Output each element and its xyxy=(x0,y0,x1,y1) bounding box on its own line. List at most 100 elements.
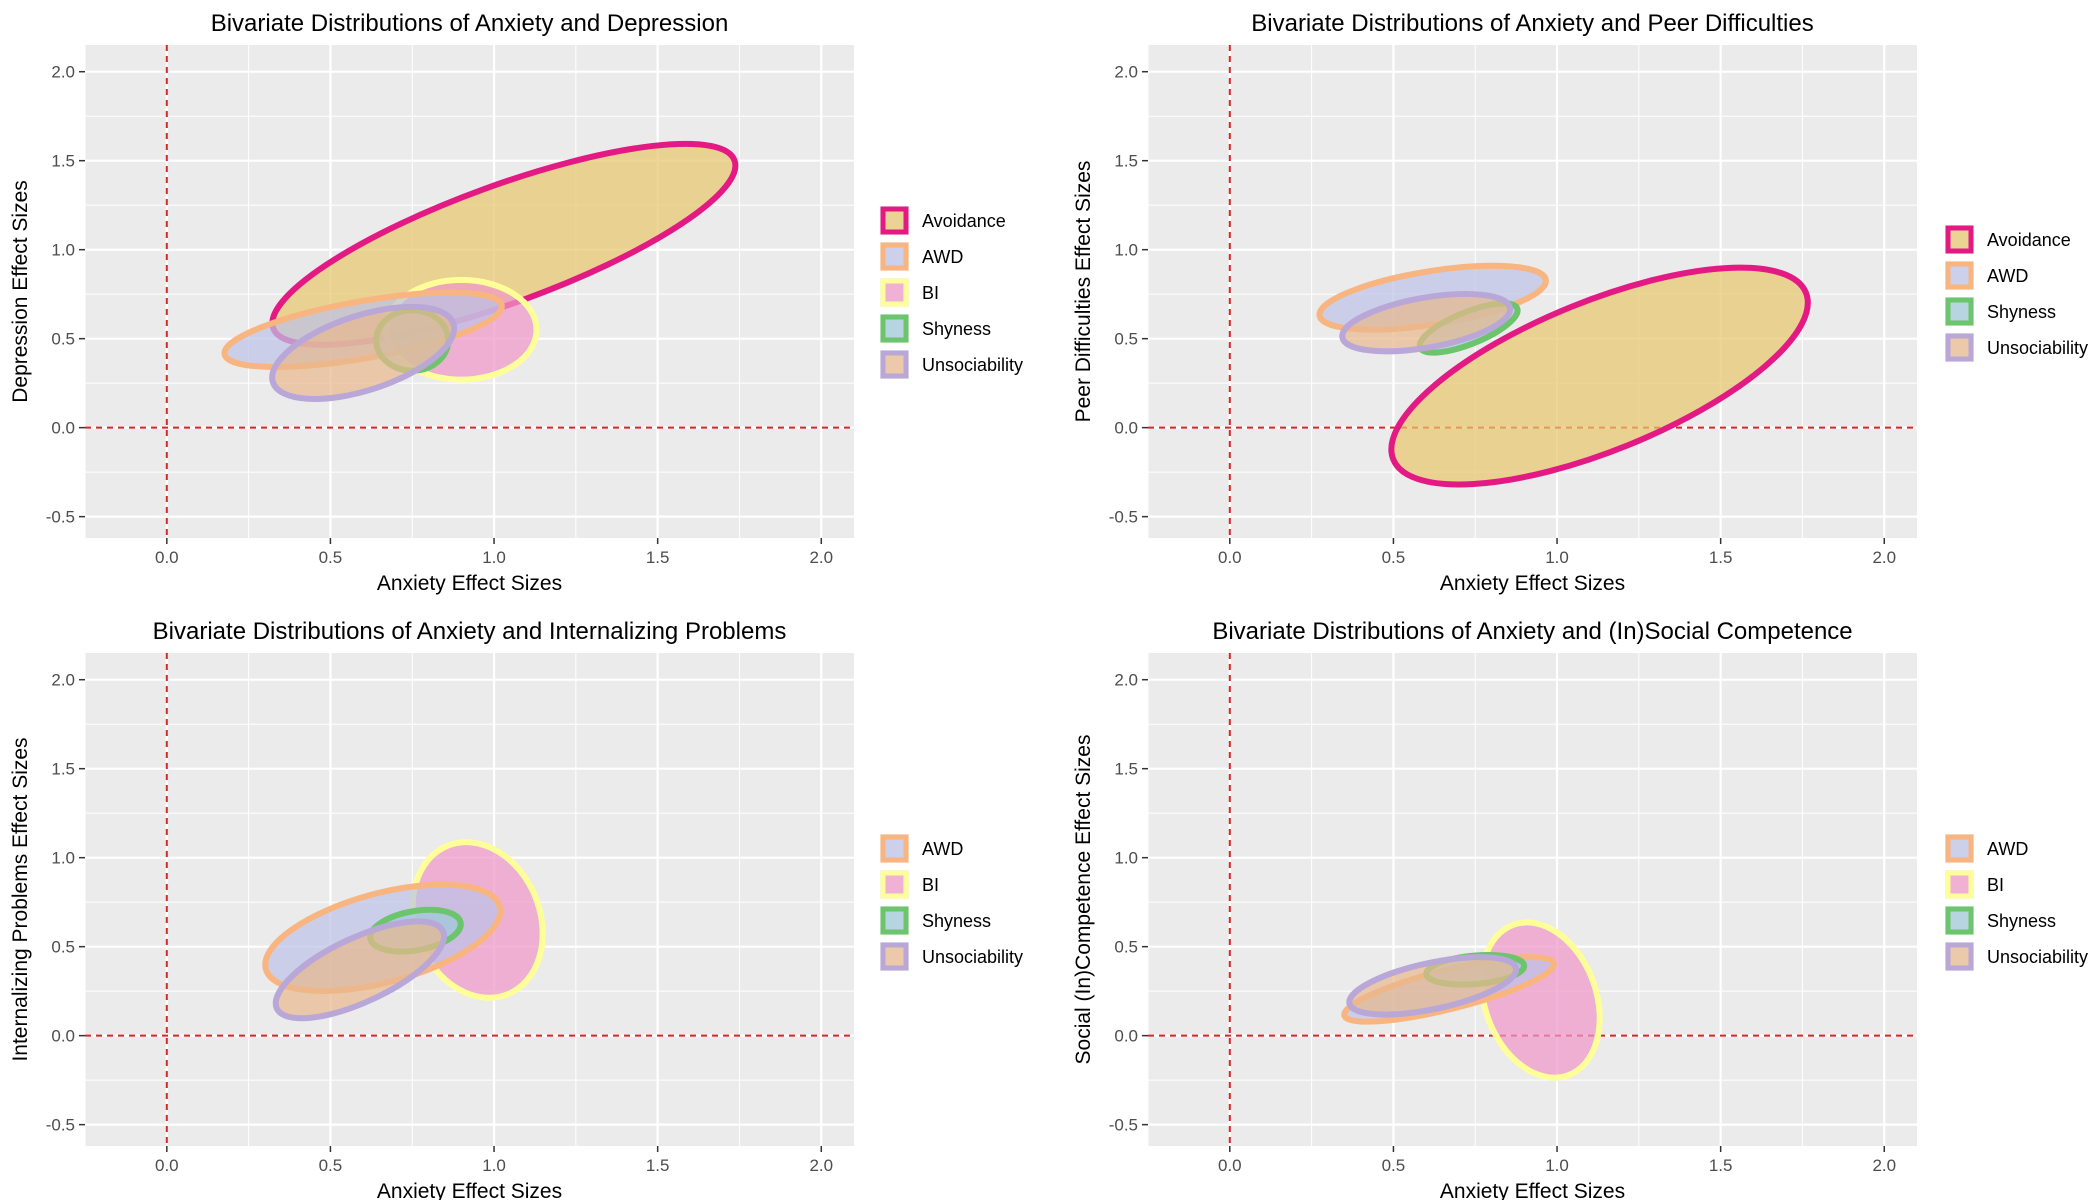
x-tick-label: 1.5 xyxy=(646,548,670,567)
y-axis-ticks: -0.5 0.0 0.5 1.0 1.5 2.0 xyxy=(1109,671,1148,1135)
legend-item-unsociability: Unsociability xyxy=(880,942,1023,971)
legend: Avoidance AWD Shyness Unsociability xyxy=(1945,225,2088,362)
y-tick-label: 0.5 xyxy=(1114,330,1138,349)
panel-anxiety-internalizing-problems: 0.0 0.5 1.0 1.5 2.0 -0.5 0.0 0.5 1.0 1.5 2.0 Biva… xyxy=(9,618,1023,1200)
legend-label: AWD xyxy=(922,839,963,859)
legend-item-bi: BI xyxy=(880,278,939,307)
chart-title: Bivariate Distributions of Anxiety and (… xyxy=(1212,618,1852,645)
x-axis-ticks: 0.0 0.5 1.0 1.5 2.0 xyxy=(155,538,833,567)
legend-label: Unsociability xyxy=(1987,947,2088,967)
legend-item-avoidance: Avoidance xyxy=(880,206,1006,235)
panel-anxiety-peer-difficulties: 0.0 0.5 1.0 1.5 2.0 -0.5 0.0 0.5 1.0 1.5 2.0 Biva… xyxy=(1072,10,2088,595)
y-tick-label: 0.5 xyxy=(1114,938,1138,957)
y-tick-label: 1.5 xyxy=(51,760,75,779)
legend: AWD BI Shyness Unsociability xyxy=(1945,834,2088,971)
legend-item-awd: AWD xyxy=(880,834,963,863)
y-tick-label: -0.5 xyxy=(46,1116,75,1135)
ellipses xyxy=(221,140,739,402)
y-tick-label: -0.5 xyxy=(1109,1116,1138,1135)
x-axis-title: Anxiety Effect Sizes xyxy=(1440,1180,1625,1200)
legend-item-unsociability: Unsociability xyxy=(1945,942,2088,971)
x-tick-label: 1.0 xyxy=(482,1156,506,1175)
legend-label: Unsociability xyxy=(922,355,1023,375)
y-tick-label: 0.5 xyxy=(51,330,75,349)
legend-swatch-shyness xyxy=(880,314,909,343)
legend-item-shyness: Shyness xyxy=(1945,906,2056,935)
legend-label: Avoidance xyxy=(922,211,1006,231)
legend-item-shyness: Shyness xyxy=(880,314,991,343)
chart-title: Bivariate Distributions of Anxiety and I… xyxy=(153,618,787,645)
legend-label: BI xyxy=(922,875,939,895)
x-tick-label: 0.5 xyxy=(319,1156,343,1175)
y-tick-label: 0.0 xyxy=(51,419,75,438)
legend-label: Shyness xyxy=(922,911,991,931)
legend-swatch-awd xyxy=(880,242,909,271)
y-axis-ticks: -0.5 0.0 0.5 1.0 1.5 2.0 xyxy=(46,63,85,527)
y-tick-label: 1.0 xyxy=(51,849,75,868)
y-tick-label: 2.0 xyxy=(51,671,75,690)
ellipse-unsociability xyxy=(269,303,458,402)
x-tick-label: 0.5 xyxy=(1382,548,1406,567)
y-axis-title: Depression Effect Sizes xyxy=(9,180,32,403)
y-tick-label: 0.0 xyxy=(51,1027,75,1046)
legend-swatch-awd xyxy=(1945,834,1974,863)
y-axis-title: Internalizing Problems Effect Sizes xyxy=(9,737,32,1061)
legend-item-unsociability: Unsociability xyxy=(880,350,1023,379)
ellipse-unsociability xyxy=(1346,954,1520,1018)
y-axis-ticks: -0.5 0.0 0.5 1.0 1.5 2.0 xyxy=(1109,63,1148,527)
legend-label: AWD xyxy=(922,247,963,267)
legend-label: Unsociability xyxy=(1987,338,2088,358)
ellipse-unsociability xyxy=(272,918,448,1022)
legend-item-shyness: Shyness xyxy=(880,906,991,935)
legend-label: AWD xyxy=(1987,266,2028,286)
y-tick-label: 1.0 xyxy=(1114,241,1138,260)
x-axis-ticks: 0.0 0.5 1.0 1.5 2.0 xyxy=(1218,538,1896,567)
legend-swatch-avoidance xyxy=(880,206,909,235)
ellipses xyxy=(1341,919,1603,1081)
panel-anxiety-depression: 0.0 0.5 1.0 1.5 2.0 -0.5 0.0 0.5 1.0 1.5 2.0 Biva… xyxy=(9,10,1023,595)
legend-swatch-shyness xyxy=(1945,297,1974,326)
x-tick-label: 0.0 xyxy=(1218,548,1242,567)
legend-label: Avoidance xyxy=(1987,230,2071,250)
chart-title: Bivariate Distributions of Anxiety and P… xyxy=(1251,10,1814,37)
legend-item-awd: AWD xyxy=(1945,834,2028,863)
y-tick-label: 0.0 xyxy=(1114,1027,1138,1046)
x-axis-ticks: 0.0 0.5 1.0 1.5 2.0 xyxy=(1218,1146,1896,1175)
legend-item-shyness: Shyness xyxy=(1945,297,2056,326)
ellipses xyxy=(262,839,546,1022)
x-tick-label: 2.0 xyxy=(1872,1156,1896,1175)
legend-swatch-unsociability xyxy=(880,942,909,971)
x-tick-label: 1.5 xyxy=(1709,548,1733,567)
legend-label: BI xyxy=(1987,875,2004,895)
x-tick-label: 2.0 xyxy=(809,1156,833,1175)
x-tick-label: 1.0 xyxy=(1545,548,1569,567)
legend-swatch-unsociability xyxy=(1945,333,1974,362)
legend-swatch-bi xyxy=(1945,870,1974,899)
legend-item-bi: BI xyxy=(1945,870,2004,899)
y-tick-label: 2.0 xyxy=(1114,63,1138,82)
legend-swatch-unsociability xyxy=(1945,942,1974,971)
x-tick-label: 0.0 xyxy=(155,548,179,567)
legend-label: BI xyxy=(922,283,939,303)
legend-swatch-awd xyxy=(880,834,909,863)
legend-label: Shyness xyxy=(922,319,991,339)
y-tick-label: 1.0 xyxy=(51,241,75,260)
legend-swatch-shyness xyxy=(880,906,909,935)
legend-label: Shyness xyxy=(1987,911,2056,931)
y-tick-label: -0.5 xyxy=(46,508,75,527)
legend-item-awd: AWD xyxy=(880,242,963,271)
chart-title: Bivariate Distributions of Anxiety and D… xyxy=(211,10,729,37)
legend-label: AWD xyxy=(1987,839,2028,859)
y-tick-label: 1.5 xyxy=(1114,760,1138,779)
x-tick-label: 0.5 xyxy=(1382,1156,1406,1175)
legend-item-awd: AWD xyxy=(1945,261,2028,290)
x-tick-label: 1.0 xyxy=(1545,1156,1569,1175)
legend-swatch-bi xyxy=(880,870,909,899)
y-tick-label: 2.0 xyxy=(51,63,75,82)
legend-swatch-shyness xyxy=(1945,906,1974,935)
x-tick-label: 0.5 xyxy=(319,548,343,567)
y-tick-label: 1.5 xyxy=(51,152,75,171)
x-tick-label: 2.0 xyxy=(809,548,833,567)
legend-label: Unsociability xyxy=(922,947,1023,967)
